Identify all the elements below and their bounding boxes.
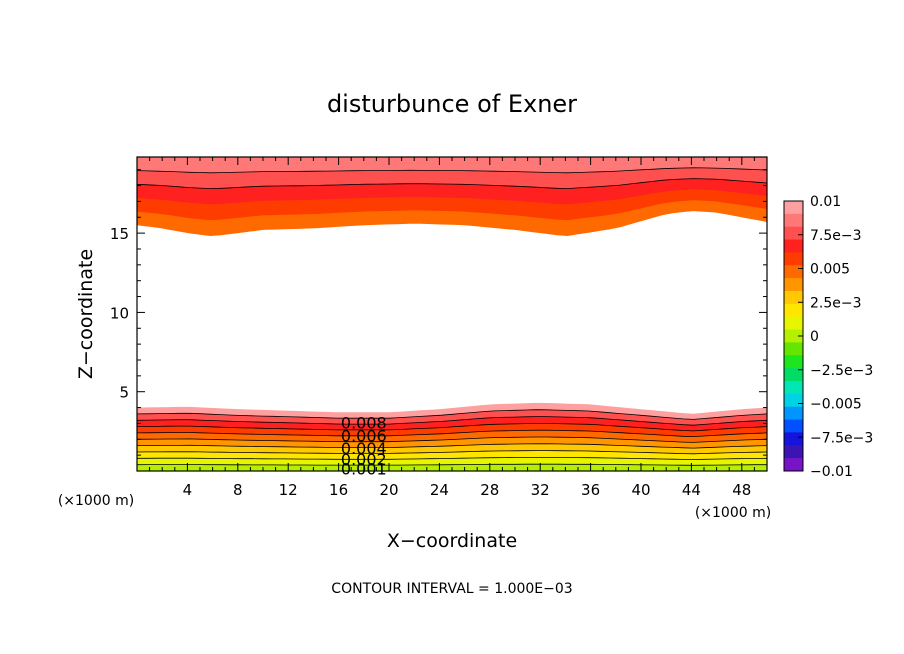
lower-contour-line bbox=[136, 416, 768, 426]
colorbar-swatch bbox=[784, 342, 803, 356]
x-axis: 4 8 12 16 20 24 28 32 36 40 44 48 bbox=[136, 157, 768, 499]
x-tick-label: 20 bbox=[379, 481, 398, 499]
lower-band bbox=[136, 402, 768, 471]
plot-area bbox=[136, 157, 768, 471]
lower-contour-line bbox=[137, 457, 768, 460]
x-tick-label: 12 bbox=[279, 481, 298, 499]
contour-interval-note: CONTOUR INTERVAL = 1.000E−03 bbox=[331, 581, 572, 597]
colorbar-swatch bbox=[784, 252, 803, 266]
colorbar-swatch bbox=[784, 278, 803, 292]
contour-label: 0.002 bbox=[341, 450, 387, 469]
colorbar-swatch bbox=[784, 445, 803, 459]
x-tick-label: 32 bbox=[531, 481, 550, 499]
colorbar-swatch bbox=[784, 213, 803, 228]
x-tick-label: 44 bbox=[682, 481, 701, 499]
lower-contour-line bbox=[136, 463, 767, 466]
colorbar-swatch bbox=[784, 458, 803, 472]
chart-title: disturbunce of Exner bbox=[327, 90, 577, 118]
colorbar-tick-label: 0.01 bbox=[810, 194, 841, 210]
colorbar-swatch bbox=[784, 265, 803, 279]
x-unit-right: (×1000 m) bbox=[695, 505, 771, 521]
x-tick-label: 48 bbox=[732, 481, 751, 499]
y-axis-label: Z−coordinate bbox=[75, 249, 97, 379]
x-tick-label: 36 bbox=[581, 481, 600, 499]
upper-band-fill bbox=[137, 157, 767, 173]
colorbar-swatch bbox=[784, 432, 803, 446]
colorbar-tick-label: 0.005 bbox=[810, 262, 850, 278]
x-tick-label: 24 bbox=[430, 481, 449, 499]
x-tick-label: 8 bbox=[233, 481, 243, 499]
lower-contour-line bbox=[137, 443, 768, 449]
contour-label: 0.004 bbox=[341, 439, 387, 458]
contour-label: 0.008 bbox=[341, 414, 387, 433]
colorbar-swatch bbox=[784, 381, 803, 395]
y-tick-label: 15 bbox=[110, 225, 129, 243]
contour-label: 0.006 bbox=[341, 426, 387, 445]
colorbar-swatch bbox=[784, 368, 803, 382]
lower-contour-line bbox=[136, 429, 768, 438]
colorbar-swatch bbox=[784, 329, 803, 343]
colorbar-swatch bbox=[784, 316, 803, 331]
x-tick-label: 40 bbox=[631, 481, 650, 499]
colorbar-tick-label: 2.5e−3 bbox=[810, 295, 862, 311]
colorbar-swatch bbox=[784, 226, 803, 241]
colorbar-swatch bbox=[784, 239, 803, 253]
colorbar: 0.01 7.5e−3 0.005 2.5e−3 0 −2.5e−3 −0.005 −7.5e… bbox=[783, 194, 873, 480]
x-tick-label: 4 bbox=[183, 481, 193, 499]
colorbar-tick-label: −2.5e−3 bbox=[810, 363, 873, 379]
y-axis: 5 10 15 bbox=[110, 169, 767, 456]
colorbar-swatch bbox=[784, 393, 803, 408]
upper-contour-line bbox=[136, 167, 768, 174]
lower-contour-line bbox=[136, 450, 768, 455]
lower-contour-line bbox=[136, 436, 768, 443]
x-tick-label: 16 bbox=[329, 481, 348, 499]
x-unit-left: (×1000 m) bbox=[58, 493, 134, 509]
colorbar-swatch bbox=[784, 201, 803, 215]
x-axis-label: X−coordinate bbox=[387, 530, 517, 552]
x-tick-label: 28 bbox=[480, 481, 499, 499]
colorbar-swatch bbox=[784, 291, 803, 305]
colorbar-tick-label: 0 bbox=[810, 329, 819, 345]
colorbar-tick-label: 7.5e−3 bbox=[810, 228, 862, 244]
colorbar-tick-label: −7.5e−3 bbox=[810, 430, 873, 446]
colorbar-swatch bbox=[784, 355, 803, 369]
lower-contour-line bbox=[136, 423, 768, 432]
colorbar-swatch bbox=[784, 303, 803, 318]
y-tick-label: 5 bbox=[119, 384, 129, 402]
y-tick-label: 10 bbox=[110, 304, 129, 322]
colorbar-tick-label: −0.005 bbox=[810, 397, 862, 413]
upper-band bbox=[136, 157, 768, 236]
upper-contour-line bbox=[136, 178, 768, 190]
colorbar-swatch bbox=[784, 406, 803, 421]
colorbar-swatch bbox=[784, 419, 803, 433]
lower-contour-line bbox=[136, 409, 768, 420]
colorbar-tick-label: −0.01 bbox=[810, 464, 853, 480]
